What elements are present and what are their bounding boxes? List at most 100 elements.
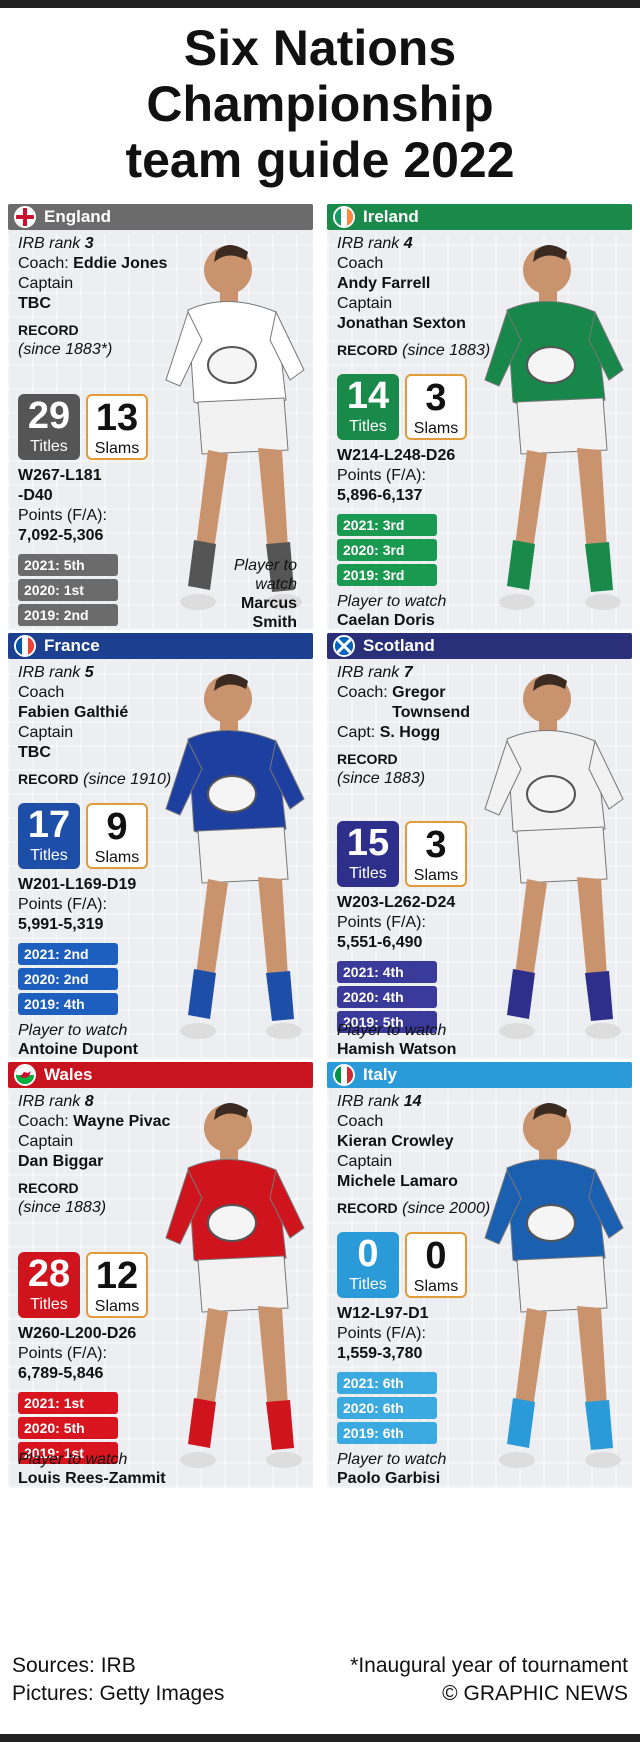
team-card-italy: Italy IRB rank 14 Coach Kieran Crowley Capta… [327, 1062, 632, 1488]
ptw-name-line: Smith [252, 614, 297, 630]
team-info: IRB rank 4 Coach Andy Farrell Captain Jonath… [337, 234, 537, 361]
titles-label: Titles [349, 1276, 387, 1293]
player-photo [484, 674, 624, 1039]
team-header: France [8, 633, 313, 659]
win-loss-draw: W12-L97-D1 Points (F/A): 1,559-3,780 [337, 1304, 537, 1364]
slams-count: 3 [425, 824, 447, 866]
record-label: RECORD [18, 771, 79, 787]
record-since: (since 1883) [18, 1199, 107, 1216]
history-badge: 2021: 2nd [18, 943, 118, 965]
rank-label: IRB rank [18, 664, 81, 681]
titles-box: 15 Titles [337, 821, 399, 887]
slams-label: Slams [413, 1278, 459, 1295]
coach-label: Coach [18, 684, 65, 701]
italy-flag-icon [333, 1064, 355, 1086]
rank-value: 8 [84, 1093, 94, 1110]
team-name: England [44, 207, 112, 226]
history-badge: 2020: 1st [18, 579, 118, 601]
england-flag-icon [14, 206, 36, 228]
ptw-name-line: Marcus [240, 595, 297, 612]
slams-label: Slams [94, 1298, 140, 1315]
points-label: Points (F/A): [337, 914, 426, 931]
team-header: Italy [327, 1062, 632, 1088]
titles-count: 0 [357, 1233, 379, 1275]
record-label: RECORD [18, 1180, 79, 1196]
titles-box: 17 Titles [18, 803, 80, 869]
team-info: IRB rank 5 Coach Fabien Galthié Captain TBC R… [18, 663, 218, 790]
team-header: Wales [8, 1062, 313, 1088]
player-to-watch: Player to watch Caelan Doris [337, 592, 446, 630]
titles-slams: 29 Titles 13 Slams [18, 394, 218, 464]
coach-label: Coach: [18, 255, 69, 272]
slams-box: 12 Slams [86, 1252, 148, 1318]
points-value: 7,092-5,306 [18, 527, 104, 544]
captain-label: Captain [337, 1153, 393, 1170]
pictures-credit: Pictures: Getty Images [12, 1682, 225, 1705]
captain-name: Michele Lamaro [337, 1173, 458, 1190]
rank-value: 14 [403, 1093, 422, 1110]
coach-label: Coach [337, 1113, 384, 1130]
history-badge: 2021: 4th [337, 961, 437, 983]
history-badge: 2021: 5th [18, 554, 118, 576]
titles-box: 14 Titles [337, 374, 399, 440]
coach-name: Gregor Townsend [392, 684, 471, 721]
player-photo [484, 1103, 624, 1468]
coach-name: Fabien Galthié [18, 704, 129, 721]
history-badge: 2019: 5th [337, 1011, 437, 1033]
titles-label: Titles [349, 418, 387, 435]
history-badge: 2019: 4th [18, 993, 118, 1015]
rank-value: 5 [84, 664, 94, 681]
history-badge: 2021: 1st [18, 1392, 118, 1414]
slams-box: 0 Slams [405, 1232, 467, 1298]
team-card-france: France IRB rank 5 Coach Fabien Galthié Capta… [8, 633, 313, 1059]
player-photo [165, 245, 305, 610]
captain-name: TBC [18, 744, 51, 761]
coach-label: Coach: [337, 684, 388, 701]
coach-name: Eddie Jones [73, 255, 168, 272]
team-header: England [8, 204, 313, 230]
titles-label: Titles [30, 847, 68, 864]
player-photo [484, 245, 624, 610]
team-name: Scotland [363, 636, 435, 655]
rank-label: IRB rank [337, 664, 400, 681]
titles-box: 29 Titles [18, 394, 80, 460]
ptw-name: Louis Rees-Zammit [18, 1470, 166, 1487]
footnote: *Inaugural year of tournament [350, 1654, 628, 1677]
points-label: Points (F/A): [18, 507, 107, 524]
team-info: IRB rank 14 Coach Kieran Crowley Captain Mic… [337, 1092, 537, 1219]
team-name: Italy [363, 1065, 398, 1084]
wld-line: W214-L248-D26 [337, 447, 456, 464]
wales-flag-icon [14, 1064, 36, 1086]
points-value: 5,551-6,490 [337, 934, 423, 951]
slams-box: 3 Slams [405, 374, 467, 440]
captain-name: S. Hogg [379, 724, 441, 741]
wld-line: W201-L169-D19 [18, 876, 137, 893]
rank-label: IRB rank [18, 235, 81, 252]
wld-line: W260-L200-D26 [18, 1325, 137, 1342]
slams-count: 13 [95, 397, 139, 439]
team-card-scotland: Scotland IRB rank 7 Coach: Gregor Townsend… [327, 633, 632, 1059]
ptw-label: Player to watch [337, 593, 447, 610]
slams-label: Slams [94, 440, 140, 457]
player-to-watch: Player to watch Marcus Smith [217, 556, 297, 630]
team-info: IRB rank 3 Coach: Eddie Jones Captain TBC RE… [18, 234, 218, 360]
slams-count: 12 [95, 1255, 139, 1297]
points-label: Points (F/A): [337, 467, 426, 484]
win-loss-draw: W260-L200-D26 Points (F/A): 6,789-5,846 [18, 1324, 218, 1384]
team-info: IRB rank 8 Coach: Wayne Pivac Captain Dan B… [18, 1092, 218, 1218]
player-photo [165, 674, 305, 1039]
slams-box: 3 Slams [405, 821, 467, 887]
rank-value: 4 [403, 235, 413, 252]
points-label: Points (F/A): [337, 1325, 426, 1342]
team-header: Ireland [327, 204, 632, 230]
captain-name: Jonathan Sexton [337, 315, 466, 332]
player-to-watch: Player to watch Hamish Watson [337, 1021, 456, 1059]
slams-label: Slams [94, 849, 140, 866]
win-loss-draw: W267-L181 -D40 Points (F/A): 7,092-5,306 [18, 466, 218, 546]
history-badge: 2020: 2nd [18, 968, 118, 990]
ptw-label: Player to watch [18, 1451, 128, 1468]
player-photo [165, 1103, 305, 1468]
coach-name: Kieran Crowley [337, 1133, 454, 1150]
titles-slams: 15 Titles 3 Slams [337, 821, 537, 891]
points-value: 6,789-5,846 [18, 1365, 104, 1382]
